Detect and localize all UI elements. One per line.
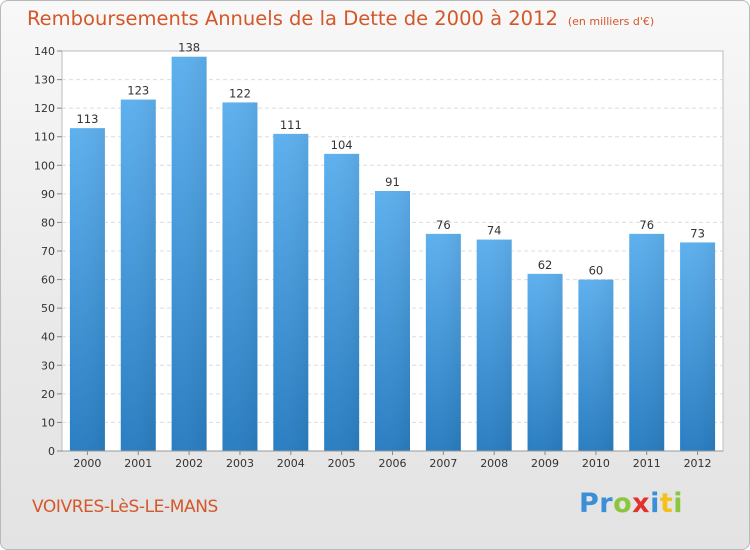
y-tick-label: 50 (41, 302, 55, 315)
logo-part: t (659, 488, 674, 519)
bar-shade (171, 56, 207, 451)
bar-shade (425, 233, 461, 451)
x-tick-label: 2011 (633, 457, 661, 470)
bar-shade (273, 133, 309, 451)
bar-value-label: 138 (178, 41, 200, 55)
y-tick-label: 20 (41, 388, 55, 401)
bar-value-label: 60 (589, 264, 604, 278)
x-tick-label: 2002 (175, 457, 203, 470)
bar-value-label: 76 (436, 218, 451, 232)
bar-value-label: 91 (385, 175, 400, 189)
x-tick-label: 2008 (480, 457, 508, 470)
x-tick-label: 2000 (73, 457, 101, 470)
bar-value-label: 104 (331, 138, 353, 152)
x-tick-label: 2006 (379, 457, 407, 470)
y-tick-label: 100 (34, 159, 55, 172)
bar-value-label: 113 (76, 112, 98, 126)
x-tick-label: 2007 (429, 457, 457, 470)
x-tick-label: 2005 (328, 457, 356, 470)
y-tick-label: 90 (41, 188, 55, 201)
x-tick-label: 2009 (531, 457, 559, 470)
bar-value-label: 74 (487, 224, 502, 238)
bar-value-label: 73 (690, 226, 705, 240)
y-tick-label: 10 (41, 416, 55, 429)
bar-shade (527, 273, 563, 451)
logo-part: o (613, 488, 633, 519)
y-tick-label: 80 (41, 216, 55, 229)
title-text: Remboursements Annuels de la Dette de 20… (27, 7, 558, 30)
y-tick-label: 60 (41, 274, 55, 287)
logo-part: i (650, 488, 660, 519)
y-tick-label: 130 (34, 74, 55, 87)
proxiti-logo: Proxiti (579, 488, 683, 519)
chart-title: Remboursements Annuels de la Dette de 20… (27, 7, 654, 30)
y-axis: 0 10 20 30 40 50 60 70 80 90 100 110 120 130 140 (34, 45, 62, 458)
commune-name: VOIVRES-LèS-LE-MANS (32, 497, 218, 517)
y-tick-label: 110 (34, 131, 55, 144)
x-axis: 2000 2001 2002 2003 2004 2005 2006 2007 2008 2009… (62, 450, 723, 470)
bar-shade (69, 128, 105, 451)
y-tick-label: 40 (41, 331, 55, 344)
x-tick-label: 2010 (582, 457, 610, 470)
y-tick-label: 120 (34, 102, 55, 115)
x-tick-label: 2012 (684, 457, 712, 470)
bar-shade (222, 102, 258, 451)
logo-part: x (632, 488, 651, 519)
bar-value-label: 76 (639, 218, 654, 232)
x-tick-label: 2003 (226, 457, 254, 470)
bar-value-label: 122 (229, 86, 251, 100)
y-tick-label: 30 (41, 359, 55, 372)
x-tick-label: 2001 (124, 457, 152, 470)
bar-shade (476, 239, 512, 451)
x-tick-label: 2004 (277, 457, 305, 470)
bar-shade (324, 153, 360, 451)
logo-part: Pr (579, 488, 614, 519)
bars: 113 123 138 122 111 104 91 76 74 62 60 76 73 (69, 41, 716, 452)
y-tick-label: 70 (41, 245, 55, 258)
unit-note: (en milliers d'€) (567, 15, 655, 28)
bar-shade (578, 279, 614, 451)
y-tick-label: 140 (34, 45, 55, 58)
bar-value-label: 123 (127, 84, 149, 98)
bar-shade (120, 99, 156, 452)
bar-shade (629, 233, 665, 451)
bar-value-label: 62 (538, 258, 553, 272)
bar-shade (375, 191, 410, 451)
logo-part: i (673, 488, 684, 519)
bar-value-label: 111 (280, 118, 302, 132)
y-tick-label: 0 (48, 445, 55, 458)
bar-shade (680, 242, 716, 451)
